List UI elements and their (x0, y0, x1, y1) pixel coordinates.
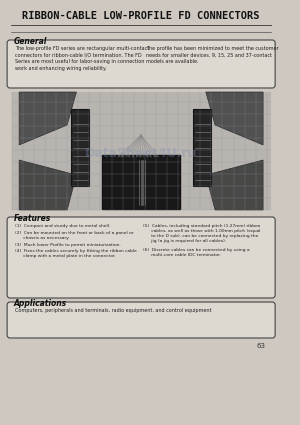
Text: (6)  Discrete cables can be connected by using a
      multi-core cable IDC term: (6) Discrete cables can be connected by … (143, 248, 250, 257)
Text: (1)  Compact and sturdy due to metal shell.: (1) Compact and sturdy due to metal shel… (15, 224, 111, 228)
Text: (5)  Cables, including standard pitch (1.27mm) ribbon
      cables, as well as t: (5) Cables, including standard pitch (1.… (143, 224, 260, 243)
Polygon shape (19, 160, 76, 210)
Text: RIBBON-CABLE LOW-PROFILE FD CONNECTORS: RIBBON-CABLE LOW-PROFILE FD CONNECTORS (22, 11, 260, 21)
Text: 63: 63 (257, 343, 266, 349)
Text: The low-profile FD series are rectangular multi-contact
connectors for ribbon-ca: The low-profile FD series are rectangula… (15, 46, 150, 71)
Text: The profile has been minimized to meet the customer
needs for smaller devices. 9: The profile has been minimized to meet t… (146, 46, 278, 64)
FancyBboxPatch shape (7, 40, 275, 88)
Polygon shape (206, 160, 263, 210)
FancyBboxPatch shape (7, 217, 275, 298)
Text: General: General (14, 37, 47, 46)
Text: (3)  Much lower Profile to permit miniaturization.: (3) Much lower Profile to permit miniatu… (15, 243, 121, 246)
FancyBboxPatch shape (7, 302, 275, 338)
Text: (2)  Can be mounted on the front or back of a panel or
      chassis as necessar: (2) Can be mounted on the front or back … (15, 230, 134, 240)
Text: Computers, peripherals and terminals, radio equipment, and control equipment: Computers, peripherals and terminals, ra… (15, 308, 212, 313)
Text: DataSheet4U.ru: DataSheet4U.ru (85, 147, 197, 159)
FancyBboxPatch shape (193, 109, 212, 186)
FancyBboxPatch shape (71, 109, 89, 186)
Text: (4)  Fixes the cables securely by fitting the ribbon cable
      clamp with a me: (4) Fixes the cables securely by fitting… (15, 249, 137, 258)
FancyBboxPatch shape (102, 155, 180, 209)
Polygon shape (19, 92, 76, 145)
Text: Features: Features (14, 214, 51, 223)
Text: Applications: Applications (14, 299, 67, 308)
Polygon shape (206, 92, 263, 145)
FancyBboxPatch shape (12, 92, 271, 210)
